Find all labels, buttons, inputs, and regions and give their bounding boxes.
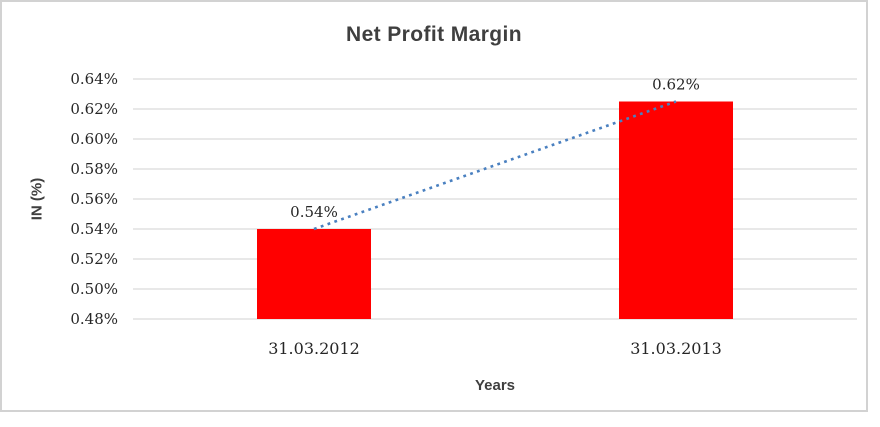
y-tick-label: 0.64% xyxy=(70,70,118,88)
bar xyxy=(257,229,371,319)
x-tick-label: 31.03.2012 xyxy=(268,339,360,358)
x-tick-label: 31.03.2013 xyxy=(630,339,722,358)
y-tick-label: 0.62% xyxy=(70,100,118,118)
bar xyxy=(619,101,733,319)
y-tick-label: 0.52% xyxy=(70,250,118,268)
y-tick-label: 0.50% xyxy=(70,280,118,298)
x-axis-title: Years xyxy=(474,377,516,394)
y-tick-label: 0.56% xyxy=(70,190,118,208)
data-label: 0.62% xyxy=(652,76,700,94)
y-tick-label: 0.54% xyxy=(70,220,118,238)
y-tick-label: 0.48% xyxy=(70,310,118,328)
data-label: 0.54% xyxy=(290,203,338,221)
y-tick-label: 0.58% xyxy=(70,160,118,178)
chart-title: Net Profit Margin xyxy=(346,23,522,46)
y-tick-label: 0.60% xyxy=(70,130,118,148)
